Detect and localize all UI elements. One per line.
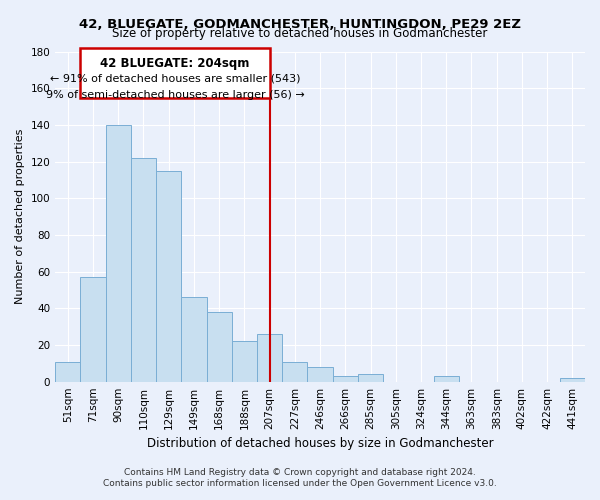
Bar <box>282 362 307 382</box>
Bar <box>131 158 156 382</box>
Text: Contains HM Land Registry data © Crown copyright and database right 2024.
Contai: Contains HM Land Registry data © Crown c… <box>103 468 497 487</box>
Bar <box>106 125 131 382</box>
Text: Size of property relative to detached houses in Godmanchester: Size of property relative to detached ho… <box>112 28 488 40</box>
Bar <box>560 378 585 382</box>
Y-axis label: Number of detached properties: Number of detached properties <box>15 129 25 304</box>
X-axis label: Distribution of detached houses by size in Godmanchester: Distribution of detached houses by size … <box>147 437 493 450</box>
Bar <box>232 342 257 382</box>
Bar <box>206 312 232 382</box>
Bar <box>80 277 106 382</box>
Bar <box>358 374 383 382</box>
Text: 9% of semi-detached houses are larger (56) →: 9% of semi-detached houses are larger (5… <box>46 90 304 101</box>
Bar <box>307 367 332 382</box>
Bar <box>55 362 80 382</box>
Text: ← 91% of detached houses are smaller (543): ← 91% of detached houses are smaller (54… <box>50 74 300 84</box>
Bar <box>257 334 282 382</box>
Text: 42 BLUEGATE: 204sqm: 42 BLUEGATE: 204sqm <box>100 58 250 70</box>
FancyBboxPatch shape <box>80 48 269 98</box>
Text: 42, BLUEGATE, GODMANCHESTER, HUNTINGDON, PE29 2EZ: 42, BLUEGATE, GODMANCHESTER, HUNTINGDON,… <box>79 18 521 30</box>
Bar <box>156 171 181 382</box>
Bar <box>434 376 459 382</box>
Bar <box>332 376 358 382</box>
Bar <box>181 298 206 382</box>
